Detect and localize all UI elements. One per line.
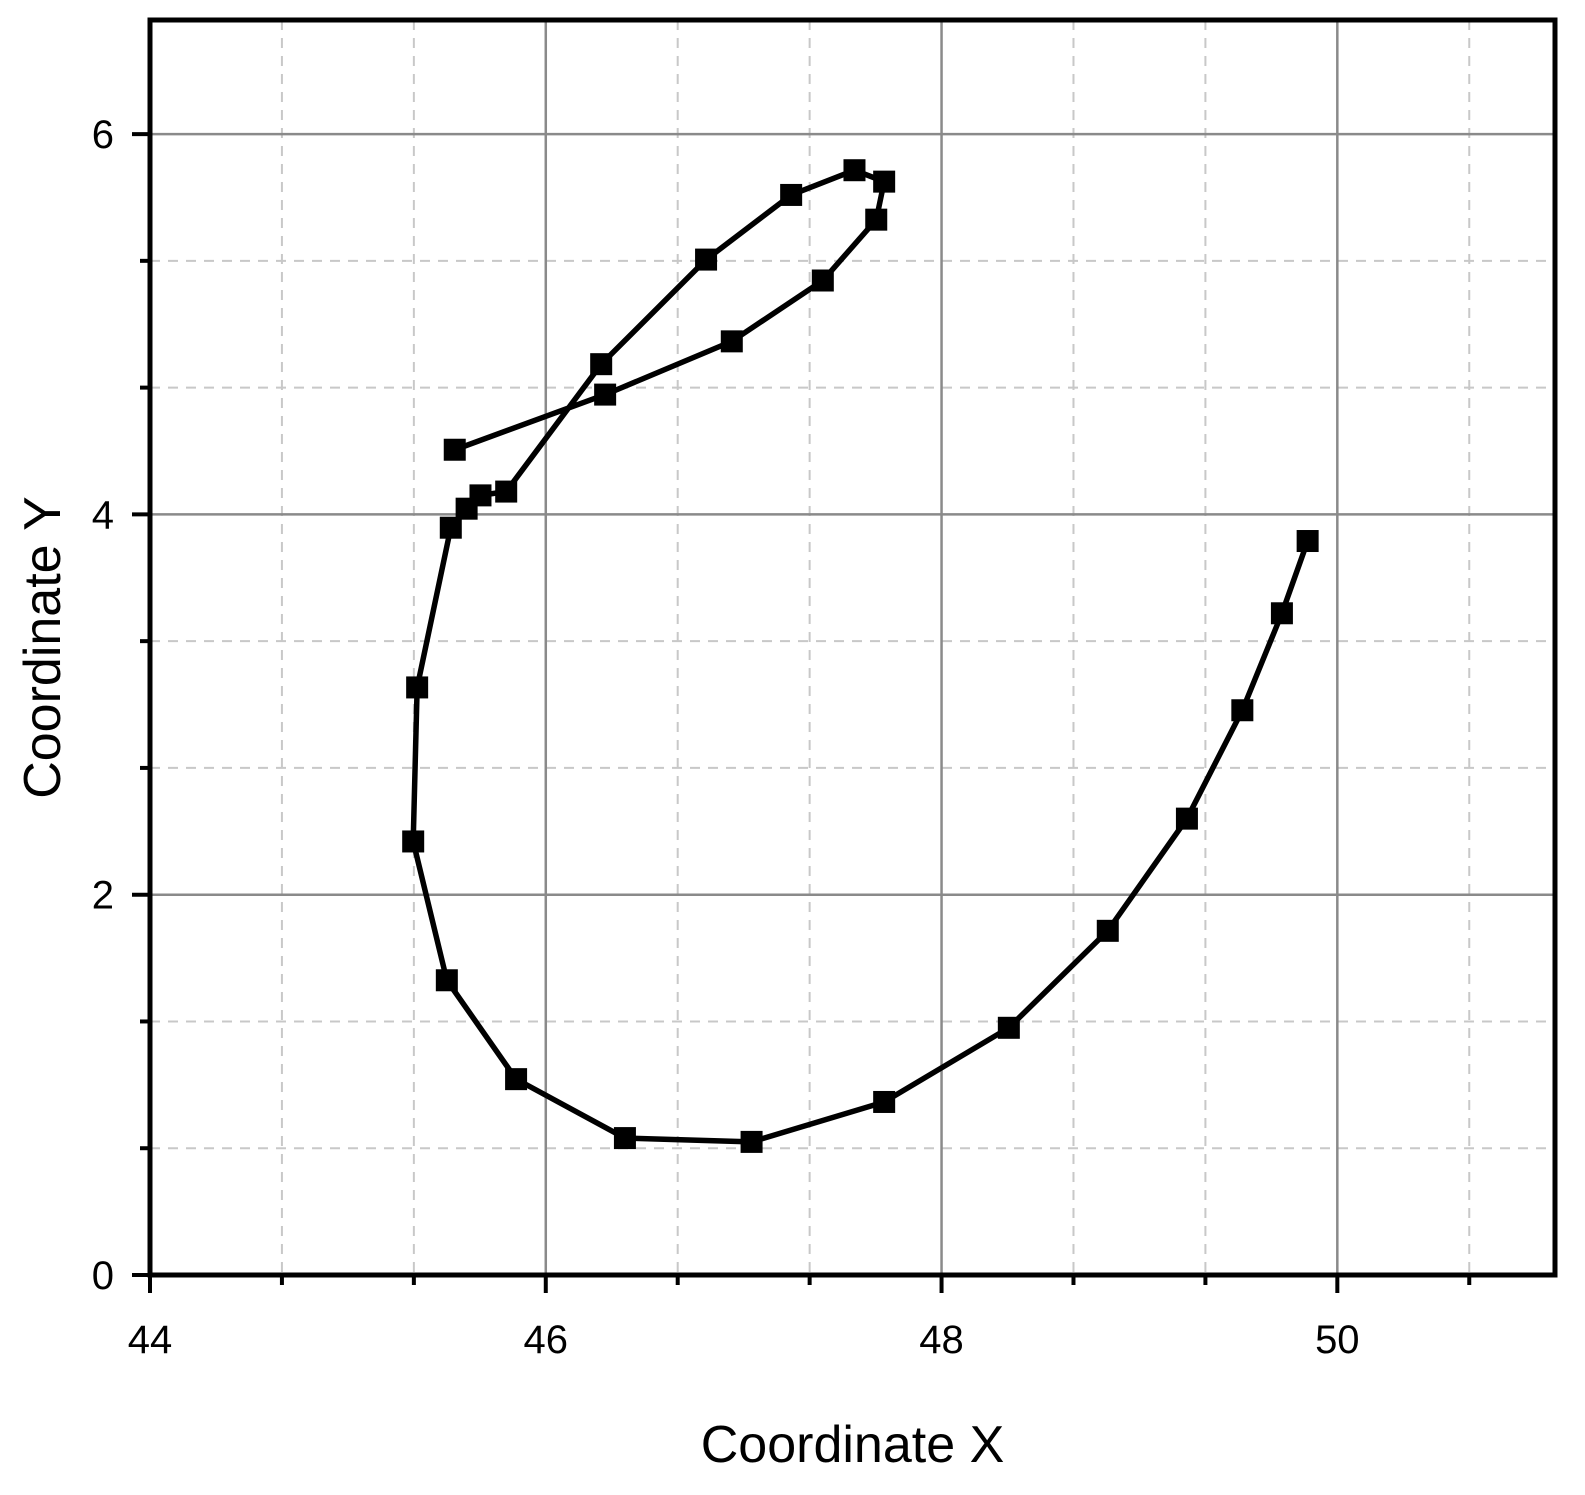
x-axis-title: Coordinate X	[701, 1416, 1005, 1474]
y-axis-title: Coordinate Y	[14, 496, 72, 799]
data-point-marker	[1231, 699, 1254, 722]
x-tick-label: 46	[524, 1318, 569, 1362]
data-point-marker	[873, 1090, 896, 1113]
series-line	[410, 167, 1311, 1145]
data-point-marker	[997, 1016, 1020, 1039]
data-point-marker	[1096, 919, 1119, 942]
y-tick-label: 0	[92, 1254, 114, 1298]
data-point-marker	[1175, 807, 1198, 830]
data-point-marker	[873, 170, 896, 193]
data-point-marker	[811, 269, 834, 292]
data-point-marker	[402, 830, 425, 853]
plot-frame	[147, 17, 1558, 1278]
data-point-marker	[435, 969, 458, 992]
y-tick-label: 6	[92, 113, 114, 157]
data-point-marker	[469, 484, 492, 507]
data-point-marker	[1270, 602, 1293, 625]
axis-ticks	[132, 132, 1472, 1293]
data-point-marker	[406, 676, 429, 699]
data-point-marker	[613, 1127, 636, 1150]
x-tick-label: 48	[919, 1318, 964, 1362]
y-tick-label: 2	[92, 874, 114, 918]
data-point-marker	[439, 516, 462, 539]
grid	[148, 20, 1555, 1277]
x-tick-label: 50	[1315, 1318, 1360, 1362]
data-markers	[402, 159, 1319, 1153]
data-point-marker	[1296, 530, 1319, 553]
data-point-marker	[495, 480, 518, 503]
y-tick-label: 4	[92, 493, 114, 537]
data-point-marker	[865, 208, 888, 231]
data-point-marker	[443, 438, 466, 461]
data-point-marker	[720, 330, 743, 353]
data-point-marker	[843, 159, 866, 182]
x-tick-label: 44	[128, 1318, 173, 1362]
data-point-marker	[780, 183, 803, 206]
data-point-marker	[594, 383, 617, 406]
data-point-marker	[505, 1068, 528, 1091]
data-point-marker	[740, 1130, 763, 1153]
data-point-marker	[590, 353, 613, 376]
data-point-marker	[695, 248, 718, 271]
